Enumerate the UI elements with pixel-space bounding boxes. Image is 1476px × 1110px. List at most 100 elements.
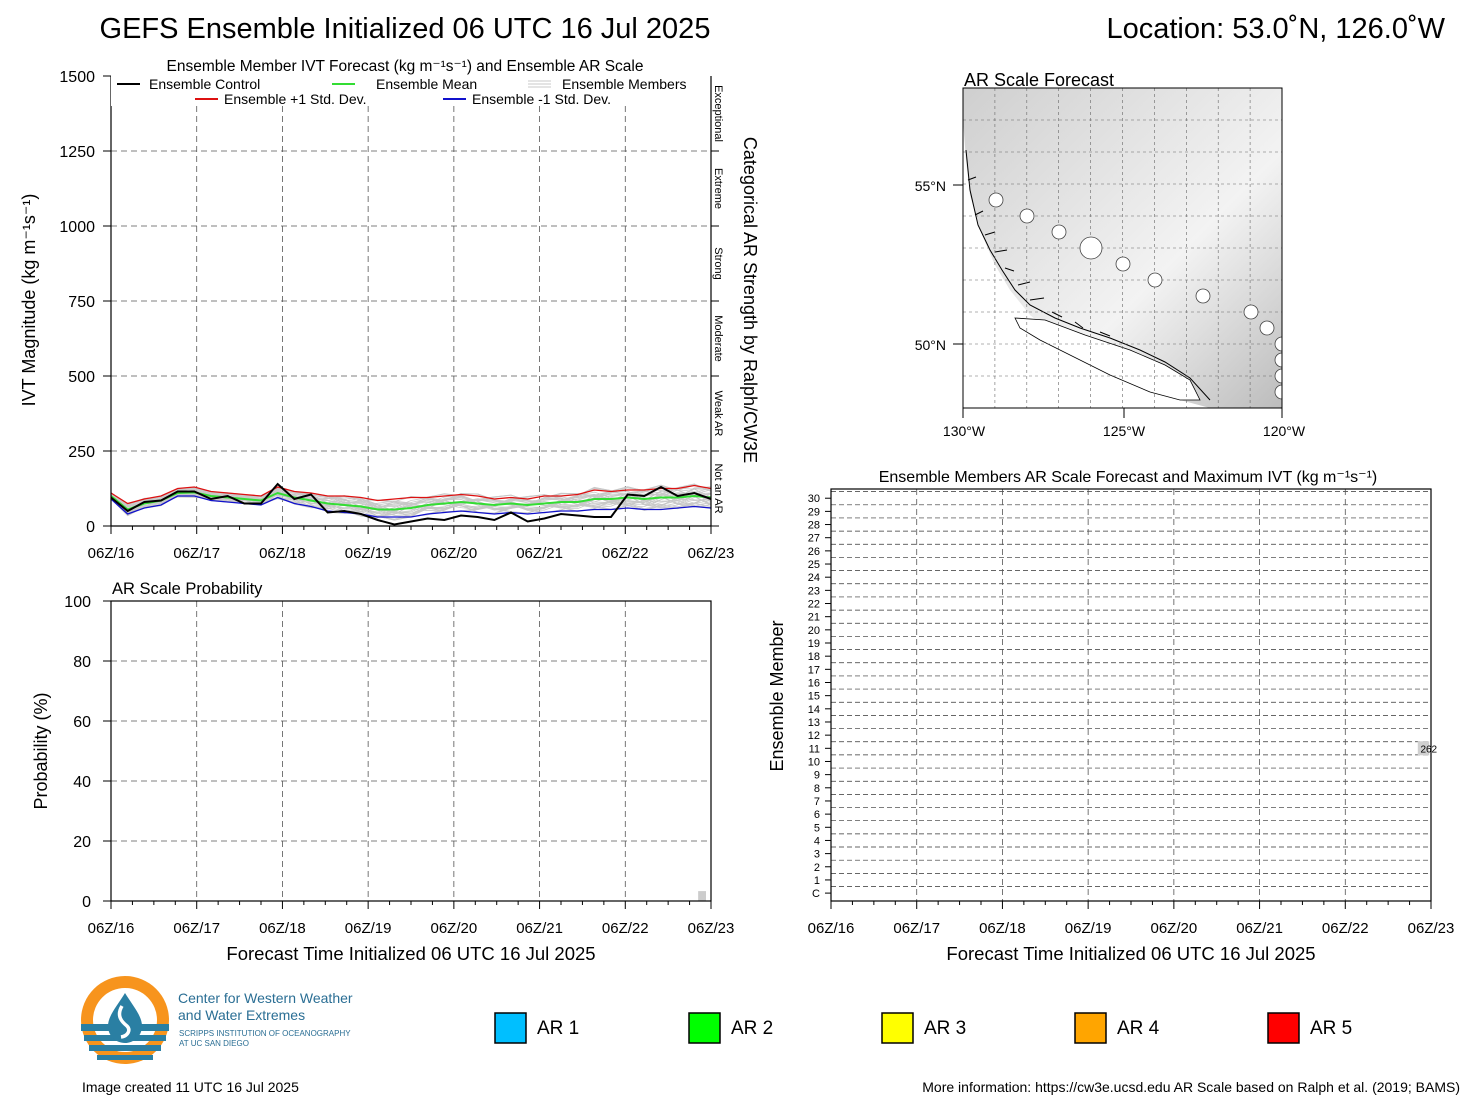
ivt-grid [111, 76, 711, 526]
member-row-label: 21 [808, 612, 820, 624]
member-row-label: 9 [814, 770, 820, 782]
member-x-tick-label: 06Z/21 [1236, 920, 1283, 937]
footer-created: Image created 11 UTC 16 Jul 2025 [82, 1079, 299, 1095]
member-row-label: 19 [808, 638, 820, 650]
prob-x-tick-label: 06Z/19 [345, 920, 392, 937]
location-label: Location: 53.0˚N, 126.0˚W [1106, 13, 1445, 45]
ar-scale-map: AR Scale Forecast 55°N 50°N 130°W 125°W … [915, 70, 1306, 439]
member-x-tick-label: 06Z/16 [808, 920, 855, 937]
ar-category-label: Exceptional [712, 85, 724, 142]
member-frame [830, 488, 1432, 902]
member-xlabel: Forecast Time Initialized 06 UTC 16 Jul … [946, 943, 1315, 964]
prob-x-tick-label: 06Z/21 [516, 920, 563, 937]
ar-category-label: Strong [712, 247, 724, 279]
member-ylabel: Ensemble Member [767, 620, 787, 771]
ivt-right-label: Categorical AR Strength by Ralph/CW3E [740, 137, 760, 463]
ivt-x-tick-label: 06Z/23 [688, 545, 735, 562]
prob-grid [111, 601, 711, 901]
ivt-minus-sd-line [110, 495, 712, 518]
ivt-x-tick-label: 06Z/22 [602, 545, 649, 562]
map-island [1014, 317, 1201, 401]
member-row-label: 10 [808, 756, 820, 768]
ar3-swatch [881, 1012, 914, 1044]
member-row-label: C [812, 888, 820, 900]
logo-text-2: and Water Extremes [178, 1007, 305, 1023]
probability-ylabel: Probability (%) [31, 692, 51, 809]
ivt-y-tick-label: 500 [68, 369, 95, 386]
ar2-swatch [688, 1012, 721, 1044]
map-ar-marker [1274, 368, 1282, 384]
member-x-tick-label: 06Z/18 [979, 920, 1026, 937]
ivt-mean-line [110, 491, 712, 511]
map-ar-marker [1274, 384, 1282, 400]
member-row-label: 14 [808, 704, 820, 716]
ar4-swatch [1074, 1012, 1107, 1044]
map-lon-label-130: 130°W [943, 423, 986, 439]
ar5-label: AR 5 [1310, 1018, 1352, 1039]
ar1-label: AR 1 [537, 1018, 579, 1039]
map-title: AR Scale Forecast [964, 70, 1114, 90]
ivt-member-line [110, 487, 712, 519]
map-ar-marker [988, 192, 1004, 208]
prob-x-tick-label: 06Z/23 [688, 920, 735, 937]
ar5-swatch [1267, 1012, 1300, 1044]
logo-text-1: Center for Western Weather [178, 990, 353, 1006]
ar-category-label: Extreme [712, 168, 724, 209]
legend-control-label: Ensemble Control [149, 76, 260, 92]
ar3-label: AR 3 [924, 1018, 966, 1039]
member-chart-title: Ensemble Members AR Scale Forecast and M… [879, 469, 1378, 486]
ar2-label: AR 2 [731, 1018, 773, 1039]
member-row-label: 22 [808, 599, 820, 611]
member-row-label: 6 [814, 809, 820, 821]
ivt-y-tick-label: 250 [68, 444, 95, 461]
ivt-member-line [110, 488, 712, 515]
member-x-tick-label: 06Z/19 [1065, 920, 1112, 937]
ivt-x-tick-label: 06Z/20 [431, 545, 478, 562]
prob-frame [110, 600, 712, 902]
prob-x-tick-label: 06Z/20 [431, 920, 478, 937]
ar-category-labels: Exceptional Extreme Strong Moderate Weak AR N… [711, 85, 724, 527]
map-features [963, 88, 1282, 408]
legend-minus-sd-label: Ensemble -1 Std. Dev. [472, 91, 611, 107]
prob-bar [698, 891, 706, 901]
logo-wave-3 [89, 1045, 161, 1051]
member-row-label: 17 [808, 664, 820, 676]
member-row-label: 12 [808, 730, 820, 742]
member-x-tick-label: 06Z/23 [1408, 920, 1455, 937]
prob-y-tick-label: 80 [73, 654, 91, 671]
logo-wave-4 [97, 1055, 153, 1060]
legend-members-label: Ensemble Members [562, 76, 687, 92]
logo-droplet-swirl [117, 1005, 131, 1039]
prob-y-tick-label: 60 [73, 714, 91, 731]
member-row-label: 15 [808, 691, 820, 703]
member-row-label: 26 [808, 546, 820, 558]
map-ar-marker [1147, 272, 1163, 288]
member-cells: 262 [1417, 741, 1438, 756]
legend-mean-label: Ensemble Mean [376, 76, 477, 92]
map-lat-label-50: 50°N [915, 337, 946, 353]
logo-text-4: AT UC SAN DIEGO [179, 1039, 249, 1048]
member-row-label: 1 [814, 875, 820, 887]
member-cell-value: 262 [1420, 744, 1437, 755]
map-ar-marker [1243, 304, 1259, 320]
member-row-label: 29 [808, 506, 820, 518]
map-ar-marker [1079, 236, 1103, 260]
ivt-chart: Ensemble Member IVT Forecast (kg m⁻¹s⁻¹)… [19, 58, 760, 562]
ivt-chart-title: Ensemble Member IVT Forecast (kg m⁻¹s⁻¹)… [167, 58, 644, 75]
ivt-legend-box [111, 76, 710, 106]
ivt-x-tick-label: 06Z/19 [345, 545, 392, 562]
map-lat-label-55: 55°N [915, 178, 946, 194]
map-markers [988, 192, 1282, 400]
member-row-label: 25 [808, 559, 820, 571]
map-ar-marker [1274, 336, 1282, 352]
map-frame [962, 87, 1283, 409]
ivt-x-tick-label: 06Z/18 [259, 545, 306, 562]
ar-category-label: Moderate [712, 315, 724, 361]
ivt-x-tick-label: 06Z/21 [516, 545, 563, 562]
map-ar-marker [1115, 256, 1131, 272]
map-ar-marker [1051, 224, 1067, 240]
ivt-series [110, 482, 712, 526]
prob-y-tick-label: 20 [73, 834, 91, 851]
